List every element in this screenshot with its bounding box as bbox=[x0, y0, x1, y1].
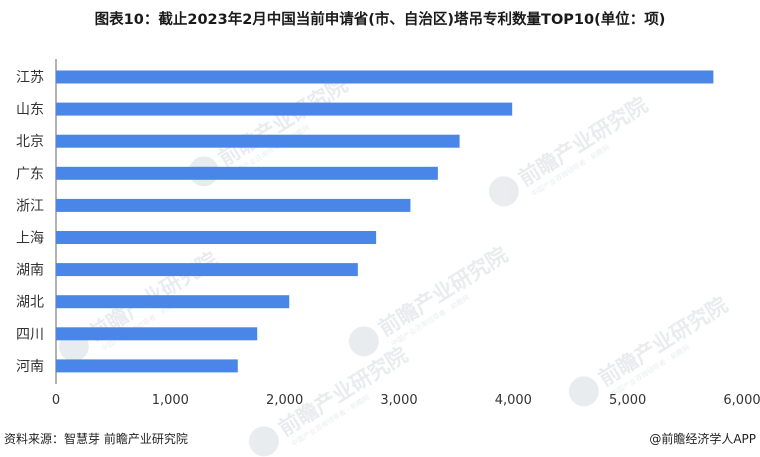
x-tick-label: 1,000 bbox=[152, 393, 189, 408]
bar bbox=[56, 102, 513, 116]
bar bbox=[56, 327, 258, 341]
watermark-text: 前瞻产业研究院 bbox=[514, 93, 651, 191]
y-tick-label: 广东 bbox=[16, 166, 44, 182]
y-tick-label: 上海 bbox=[16, 231, 44, 247]
bar bbox=[56, 166, 438, 180]
watermark-logo-icon bbox=[348, 326, 379, 357]
x-tick-label: 0 bbox=[52, 393, 60, 408]
y-tick-label: 湖南 bbox=[16, 263, 44, 279]
watermark-logo-icon bbox=[488, 176, 519, 207]
x-tick-label: 6,000 bbox=[723, 393, 760, 408]
y-tick-label: 四川 bbox=[16, 327, 44, 343]
credit-note: @前瞻经济学人APP bbox=[649, 432, 756, 446]
source-note: 资料来源：智慧芽 前瞻产业研究院 bbox=[4, 432, 188, 446]
y-tick-label: 河南 bbox=[16, 359, 44, 375]
x-tick-label: 5,000 bbox=[609, 393, 646, 408]
watermark-text: 前瞻产业研究院 bbox=[214, 73, 351, 171]
watermark-logo-icon bbox=[568, 376, 599, 407]
bar bbox=[56, 198, 411, 212]
y-tick-label: 山东 bbox=[16, 102, 44, 118]
x-tick-labels: 0 1,000 2,000 3,000 4,000 5,000 6,000 bbox=[52, 393, 760, 408]
watermark-text: 前瞻产业研究院 bbox=[274, 343, 411, 441]
bar bbox=[56, 359, 238, 373]
bar bbox=[56, 263, 358, 277]
x-tick-label: 2,000 bbox=[266, 393, 303, 408]
chart-title: 图表10：截止2023年2月中国当前申请省(市、自治区)塔吊专利数量TOP10(… bbox=[94, 12, 666, 28]
x-tick-label: 4,000 bbox=[495, 393, 532, 408]
watermark-text: 前瞻产业研究院 bbox=[594, 293, 731, 391]
y-tick-label: 湖北 bbox=[16, 295, 44, 311]
watermark-logo-icon bbox=[248, 426, 279, 457]
x-tick-label: 3,000 bbox=[380, 393, 417, 408]
bar bbox=[56, 70, 714, 84]
bar bbox=[56, 134, 460, 148]
y-tick-label: 浙江 bbox=[16, 198, 44, 214]
watermark-text: 前瞻产业研究院 bbox=[374, 243, 511, 341]
bar bbox=[56, 231, 377, 244]
y-tick-label: 北京 bbox=[16, 134, 44, 150]
y-tick-label: 江苏 bbox=[16, 70, 44, 86]
bars-group bbox=[56, 70, 714, 373]
bar bbox=[56, 295, 290, 309]
